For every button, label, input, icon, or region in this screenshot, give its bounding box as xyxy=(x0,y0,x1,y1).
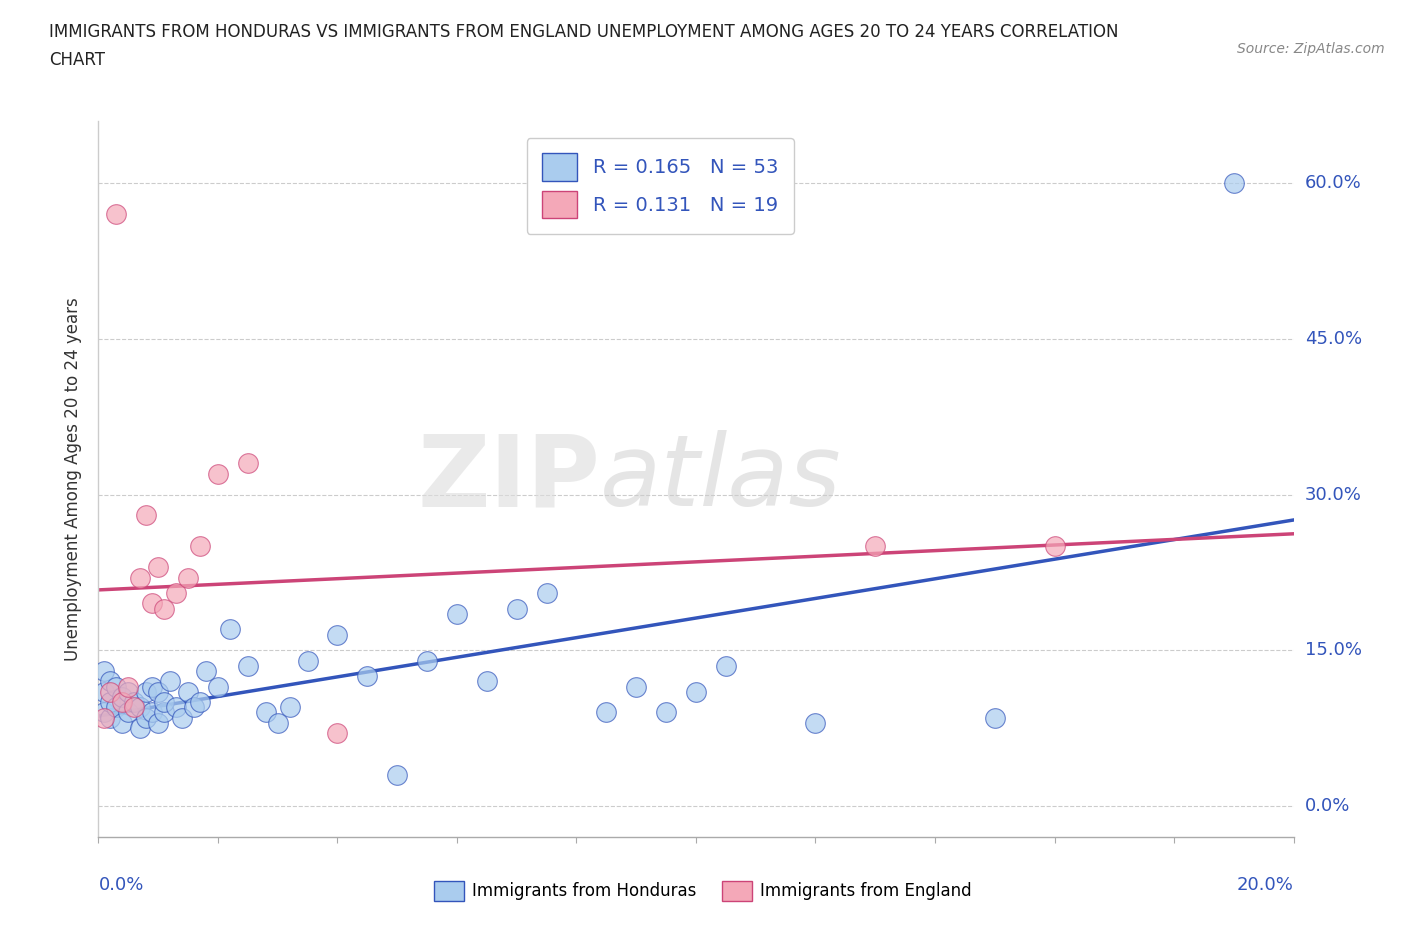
Point xyxy=(177,684,200,699)
Point xyxy=(267,715,290,730)
Point xyxy=(1043,539,1066,554)
Text: atlas: atlas xyxy=(600,431,842,527)
Point xyxy=(124,700,146,715)
Point xyxy=(105,206,128,221)
Point xyxy=(159,674,181,689)
Legend: R = 0.165   N = 53, R = 0.131   N = 19: R = 0.165 N = 53, R = 0.131 N = 19 xyxy=(527,138,793,233)
Point xyxy=(595,705,617,720)
Y-axis label: Unemployment Among Ages 20 to 24 years: Unemployment Among Ages 20 to 24 years xyxy=(65,297,83,661)
Point xyxy=(183,700,205,715)
Point xyxy=(188,695,211,710)
Point xyxy=(177,570,200,585)
Point xyxy=(93,684,115,699)
Text: 45.0%: 45.0% xyxy=(1305,330,1362,348)
Point xyxy=(93,705,115,720)
Point xyxy=(148,560,170,575)
Point xyxy=(297,653,319,668)
Point xyxy=(1223,176,1246,191)
Point xyxy=(98,695,122,710)
Point xyxy=(865,539,887,554)
Point xyxy=(111,689,134,704)
Text: 15.0%: 15.0% xyxy=(1305,641,1361,659)
Point xyxy=(148,684,170,699)
Point xyxy=(416,653,439,668)
Point xyxy=(129,700,152,715)
Point xyxy=(98,684,122,699)
Point xyxy=(105,679,128,694)
Point xyxy=(153,705,176,720)
Text: 60.0%: 60.0% xyxy=(1305,174,1361,193)
Point xyxy=(117,679,139,694)
Point xyxy=(207,466,229,481)
Point xyxy=(129,721,152,736)
Point xyxy=(165,586,187,601)
Point xyxy=(172,711,194,725)
Point xyxy=(141,705,163,720)
Point xyxy=(475,674,498,689)
Point xyxy=(111,695,134,710)
Point xyxy=(117,705,139,720)
Point xyxy=(153,601,176,616)
Point xyxy=(135,684,157,699)
Text: 30.0%: 30.0% xyxy=(1305,485,1361,503)
Point xyxy=(141,596,163,611)
Point xyxy=(804,715,827,730)
Point xyxy=(98,674,122,689)
Text: ZIP: ZIP xyxy=(418,431,600,527)
Point xyxy=(655,705,678,720)
Point xyxy=(626,679,648,694)
Text: CHART: CHART xyxy=(49,51,105,69)
Point xyxy=(326,627,349,642)
Text: Source: ZipAtlas.com: Source: ZipAtlas.com xyxy=(1237,42,1385,56)
Point xyxy=(207,679,229,694)
Point xyxy=(135,711,157,725)
Point xyxy=(148,715,170,730)
Point xyxy=(93,711,115,725)
Point xyxy=(195,663,218,678)
Point xyxy=(326,725,349,740)
Point xyxy=(446,606,468,621)
Point xyxy=(236,456,259,471)
Point xyxy=(506,601,529,616)
Point xyxy=(124,695,146,710)
Point xyxy=(236,658,259,673)
Text: 0.0%: 0.0% xyxy=(98,876,143,894)
Legend: Immigrants from Honduras, Immigrants from England: Immigrants from Honduras, Immigrants fro… xyxy=(427,874,979,908)
Point xyxy=(984,711,1007,725)
Point xyxy=(385,767,409,782)
Point xyxy=(98,711,122,725)
Text: 20.0%: 20.0% xyxy=(1237,876,1294,894)
Point xyxy=(254,705,277,720)
Point xyxy=(165,700,187,715)
Point xyxy=(536,586,558,601)
Point xyxy=(141,679,163,694)
Point xyxy=(135,508,157,523)
Point xyxy=(685,684,707,699)
Point xyxy=(219,622,242,637)
Point xyxy=(117,684,139,699)
Point xyxy=(714,658,737,673)
Point xyxy=(153,695,176,710)
Point xyxy=(105,700,128,715)
Point xyxy=(278,700,301,715)
Point xyxy=(188,539,211,554)
Text: 0.0%: 0.0% xyxy=(1305,797,1350,815)
Point xyxy=(129,570,152,585)
Point xyxy=(111,715,134,730)
Point xyxy=(356,669,378,684)
Text: IMMIGRANTS FROM HONDURAS VS IMMIGRANTS FROM ENGLAND UNEMPLOYMENT AMONG AGES 20 T: IMMIGRANTS FROM HONDURAS VS IMMIGRANTS F… xyxy=(49,23,1119,41)
Point xyxy=(93,663,115,678)
